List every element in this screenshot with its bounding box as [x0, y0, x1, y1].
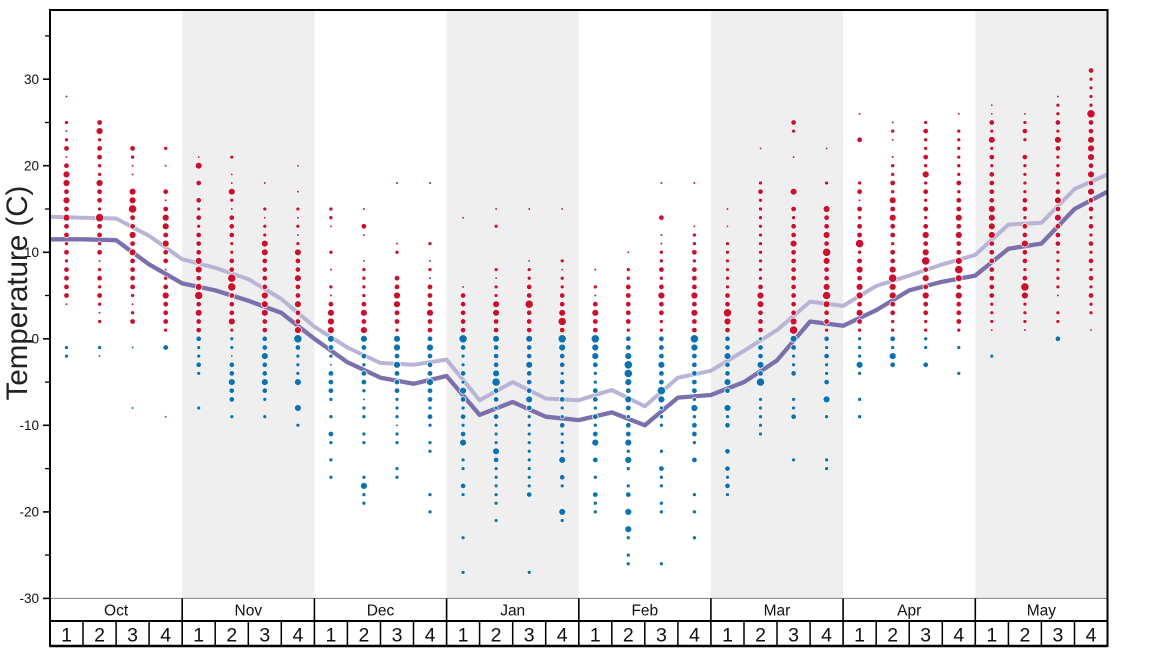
- svg-text:3: 3: [259, 625, 270, 647]
- svg-text:Dec: Dec: [367, 603, 395, 620]
- svg-text:2: 2: [887, 625, 898, 647]
- svg-text:3: 3: [392, 625, 403, 647]
- svg-text:2: 2: [623, 625, 634, 647]
- svg-text:3: 3: [656, 625, 667, 647]
- svg-text:Feb: Feb: [631, 603, 658, 620]
- svg-text:Mar: Mar: [764, 603, 791, 620]
- svg-text:1: 1: [722, 625, 733, 647]
- svg-text:1: 1: [590, 625, 601, 647]
- svg-text:4: 4: [1086, 625, 1097, 647]
- svg-text:3: 3: [788, 625, 799, 647]
- svg-text:2: 2: [755, 625, 766, 647]
- svg-text:Oct: Oct: [104, 603, 129, 620]
- svg-text:Nov: Nov: [235, 603, 263, 620]
- svg-text:1: 1: [854, 625, 865, 647]
- svg-text:3: 3: [920, 625, 931, 647]
- svg-text:0: 0: [31, 332, 39, 347]
- svg-text:4: 4: [292, 625, 303, 647]
- svg-text:Jan: Jan: [500, 603, 525, 620]
- svg-text:1: 1: [458, 625, 469, 647]
- svg-text:4: 4: [689, 625, 700, 647]
- svg-text:2: 2: [226, 625, 237, 647]
- svg-text:2: 2: [358, 625, 369, 647]
- svg-text:4: 4: [160, 625, 171, 647]
- svg-text:2: 2: [491, 625, 502, 647]
- svg-text:1: 1: [986, 625, 997, 647]
- svg-text:1: 1: [193, 625, 204, 647]
- svg-text:4: 4: [821, 625, 832, 647]
- svg-text:4: 4: [557, 625, 568, 647]
- svg-text:3: 3: [127, 625, 138, 647]
- svg-text:3: 3: [524, 625, 535, 647]
- svg-text:1: 1: [325, 625, 336, 647]
- svg-text:30: 30: [24, 72, 39, 87]
- svg-text:4: 4: [425, 625, 436, 647]
- svg-text:10: 10: [24, 245, 39, 260]
- svg-text:-30: -30: [19, 591, 39, 606]
- svg-text:20: 20: [24, 158, 39, 173]
- svg-text:Temperature (C): Temperature (C): [1, 186, 34, 401]
- svg-text:Apr: Apr: [897, 603, 921, 620]
- svg-text:2: 2: [94, 625, 105, 647]
- svg-text:2: 2: [1019, 625, 1030, 647]
- svg-text:4: 4: [953, 625, 964, 647]
- svg-text:-10: -10: [19, 418, 39, 433]
- svg-text:-20: -20: [19, 505, 39, 520]
- svg-text:3: 3: [1052, 625, 1063, 647]
- svg-text:1: 1: [61, 625, 72, 647]
- svg-text:May: May: [1027, 603, 1057, 620]
